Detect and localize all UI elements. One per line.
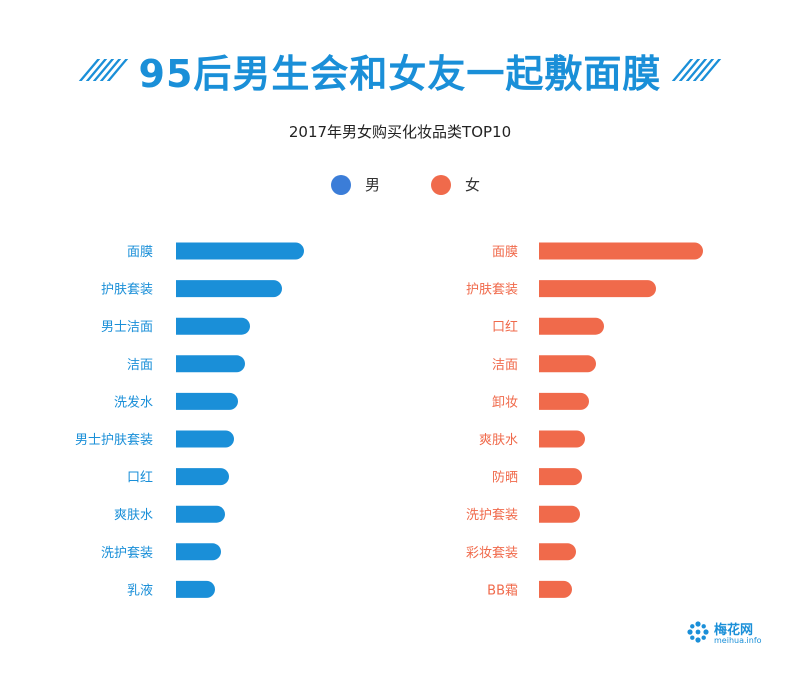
legend-dot-male: [331, 174, 351, 195]
bar-female-8: [539, 543, 576, 561]
category-label-female-6: 防晒: [492, 470, 518, 486]
logo: 梅花网 meihua.info: [686, 618, 786, 648]
category-label-male-4: 洗发水: [114, 394, 153, 410]
bar-male-0: [176, 242, 304, 260]
bar-male-1: [176, 280, 282, 298]
category-label-male-1: 护肤套装: [101, 282, 153, 298]
logo-subtext: meihua.info: [714, 636, 762, 645]
legend-label-female: 女: [465, 176, 481, 194]
category-label-male-9: 乳液: [127, 583, 153, 598]
category-label-female-8: 彩妆套装: [466, 545, 518, 561]
category-label-male-0: 面膜: [127, 245, 153, 260]
legend-dot-female: [431, 174, 451, 195]
category-label-male-3: 洁面: [127, 358, 153, 373]
category-label-female-5: 爽肤水: [479, 433, 518, 448]
category-label-male-6: 口红: [127, 470, 153, 486]
flower-logo-icon: [687, 621, 709, 643]
logo-name: 梅花网: [714, 623, 754, 638]
category-label-male-5: 男士护肤套装: [75, 432, 153, 448]
legend-label-male: 男: [365, 176, 381, 194]
bar-female-9: [539, 580, 572, 598]
category-label-female-1: 护肤套装: [466, 282, 518, 298]
legend-item-male: 男: [331, 174, 380, 195]
bar-female-5: [539, 430, 585, 448]
bar-male-2: [176, 317, 250, 335]
category-label-female-2: 口红: [492, 319, 518, 335]
category-label-female-9: BB霜: [487, 583, 518, 598]
category-label-female-7: 洗护套装: [466, 507, 518, 523]
category-label-male-7: 爽肤水: [114, 508, 153, 523]
page-title: 95后男生会和女友一起敷面膜: [138, 51, 662, 96]
category-label-female-4: 卸妆: [492, 394, 518, 410]
bar-male-6: [176, 468, 229, 486]
category-label-male-2: 男士洁面: [101, 320, 153, 335]
chart-title: 2017年男女购买化妆品类TOP10: [288, 123, 512, 141]
bar-male-9: [176, 580, 215, 598]
bar-female-7: [539, 505, 581, 523]
bar-female-1: [539, 280, 656, 298]
bar-female-3: [539, 355, 596, 373]
bar-male-5: [176, 430, 234, 448]
bar-male-4: [176, 392, 238, 410]
header: 95后男生会和女友一起敷面膜: [0, 40, 800, 100]
category-label-female-3: 洁面: [492, 358, 518, 373]
category-label-female-0: 面膜: [492, 245, 518, 260]
bar-female-2: [539, 317, 604, 335]
bar-male-8: [176, 543, 221, 561]
bar-male-7: [176, 505, 225, 523]
legend-item-female: 女: [431, 174, 480, 195]
bar-female-4: [539, 392, 589, 410]
bar-male-3: [176, 355, 245, 373]
bar-female-6: [539, 468, 582, 486]
category-label-male-8: 洗护套装: [101, 545, 153, 561]
bar-female-0: [539, 242, 703, 260]
legend: 男 女: [0, 174, 800, 198]
